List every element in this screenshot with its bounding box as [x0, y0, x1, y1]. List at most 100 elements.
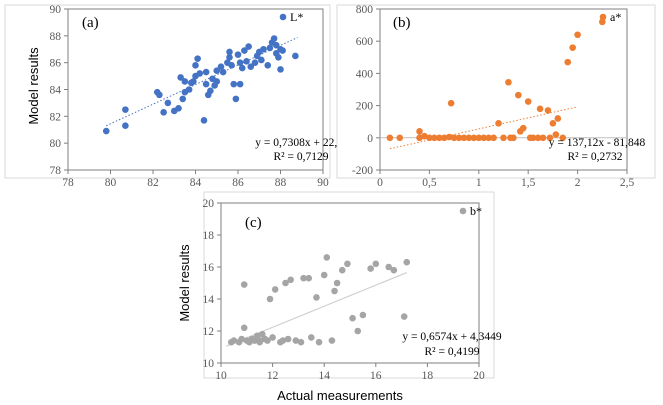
data-point: [470, 134, 478, 142]
r-squared: R² = 0,2732: [568, 151, 623, 163]
data-point: [534, 134, 542, 142]
data-point: [385, 263, 393, 271]
data-point: [192, 62, 199, 69]
data-point: [315, 338, 323, 346]
legend-marker: [599, 13, 607, 21]
data-point: [344, 260, 351, 268]
data-point: [243, 58, 250, 65]
data-point: [230, 80, 238, 88]
data-point: [475, 134, 483, 142]
trendline-equation: y = 0,6574x + 4,3449: [402, 331, 501, 343]
data-point: [323, 254, 331, 261]
data-point: [544, 107, 552, 114]
data-point: [515, 91, 522, 99]
y-tick-label: 200: [356, 101, 374, 113]
data-point: [266, 44, 274, 52]
r-squared: R² = 0,4199: [425, 346, 480, 358]
x-tick-label: 16: [370, 370, 382, 382]
data-point: [238, 64, 246, 72]
y-tick-label: 20: [203, 198, 215, 210]
data-point: [445, 133, 453, 141]
data-point: [331, 287, 338, 295]
data-point: [313, 294, 320, 301]
data-point: [219, 68, 227, 76]
data-point: [264, 62, 272, 69]
data-point: [175, 104, 182, 112]
data-point: [390, 266, 398, 274]
data-point: [190, 78, 197, 85]
panel-label: (b): [393, 15, 411, 31]
data-point: [524, 98, 532, 105]
data-point: [599, 18, 606, 26]
y-tick-label: 12: [203, 326, 215, 338]
x-tick-label: 14: [318, 370, 330, 382]
data-point: [529, 134, 537, 142]
plot-area-border: [379, 8, 628, 171]
data-point: [549, 120, 557, 127]
data-point: [559, 134, 567, 142]
x-tick-label: 86: [232, 177, 244, 189]
data-point: [574, 31, 581, 39]
plot-area-border: [220, 202, 480, 364]
data-point: [271, 286, 279, 293]
data-point: [236, 80, 244, 88]
y-tick-label: 86: [50, 58, 62, 70]
data-point: [519, 124, 527, 132]
y-tick-label: 16: [203, 262, 215, 274]
data-point: [275, 54, 282, 61]
x-tick-label: 2,5: [620, 177, 635, 189]
data-point: [564, 58, 572, 66]
data-point: [181, 78, 189, 85]
data-point: [552, 131, 560, 138]
x-tick-label: 90: [317, 177, 329, 189]
data-point: [490, 134, 497, 142]
data-point: [536, 105, 544, 113]
data-point: [284, 335, 292, 343]
x-tick-label: 1,5: [521, 177, 536, 189]
trendline-equation: y = 0,7308x + 22,98: [255, 137, 349, 149]
data-point: [122, 122, 129, 130]
x-tick-label: 0: [377, 177, 383, 189]
data-point: [200, 117, 208, 124]
data-point: [354, 327, 362, 335]
data-point: [213, 78, 221, 85]
data-point: [217, 63, 225, 70]
data-point: [320, 271, 328, 279]
data-point: [450, 134, 458, 142]
data-point: [338, 266, 346, 274]
data-point: [266, 295, 274, 303]
data-point: [300, 274, 307, 282]
data-point: [292, 52, 299, 60]
data-point: [359, 311, 367, 319]
legend-label: a*: [610, 10, 621, 24]
x-tick-label: 20: [473, 370, 485, 382]
x-tick-label: 18: [422, 370, 434, 382]
data-point: [179, 95, 187, 103]
data-point: [372, 260, 380, 268]
y-tick-label: 88: [50, 31, 62, 43]
data-point: [238, 335, 245, 343]
y-tick-label: 84: [50, 85, 62, 97]
data-point: [264, 337, 271, 344]
data-point: [241, 47, 248, 54]
y-tick-label: -200: [352, 165, 373, 177]
legend-marker: [279, 13, 287, 21]
data-point: [510, 134, 517, 142]
y-tick-label: 10: [203, 358, 215, 370]
data-point: [258, 56, 265, 64]
data-point: [403, 258, 411, 266]
data-point: [435, 134, 443, 142]
data-point: [386, 134, 394, 142]
data-point: [247, 63, 255, 70]
data-point: [256, 338, 264, 346]
x-axis-title-c: Actual measurements: [277, 388, 403, 403]
data-point: [282, 279, 289, 287]
data-point: [308, 334, 315, 341]
data-point: [465, 134, 473, 142]
data-point: [240, 324, 248, 332]
data-point: [234, 51, 242, 58]
data-point: [236, 59, 244, 66]
x-tick-label: 84: [190, 177, 202, 189]
data-point: [480, 134, 488, 142]
